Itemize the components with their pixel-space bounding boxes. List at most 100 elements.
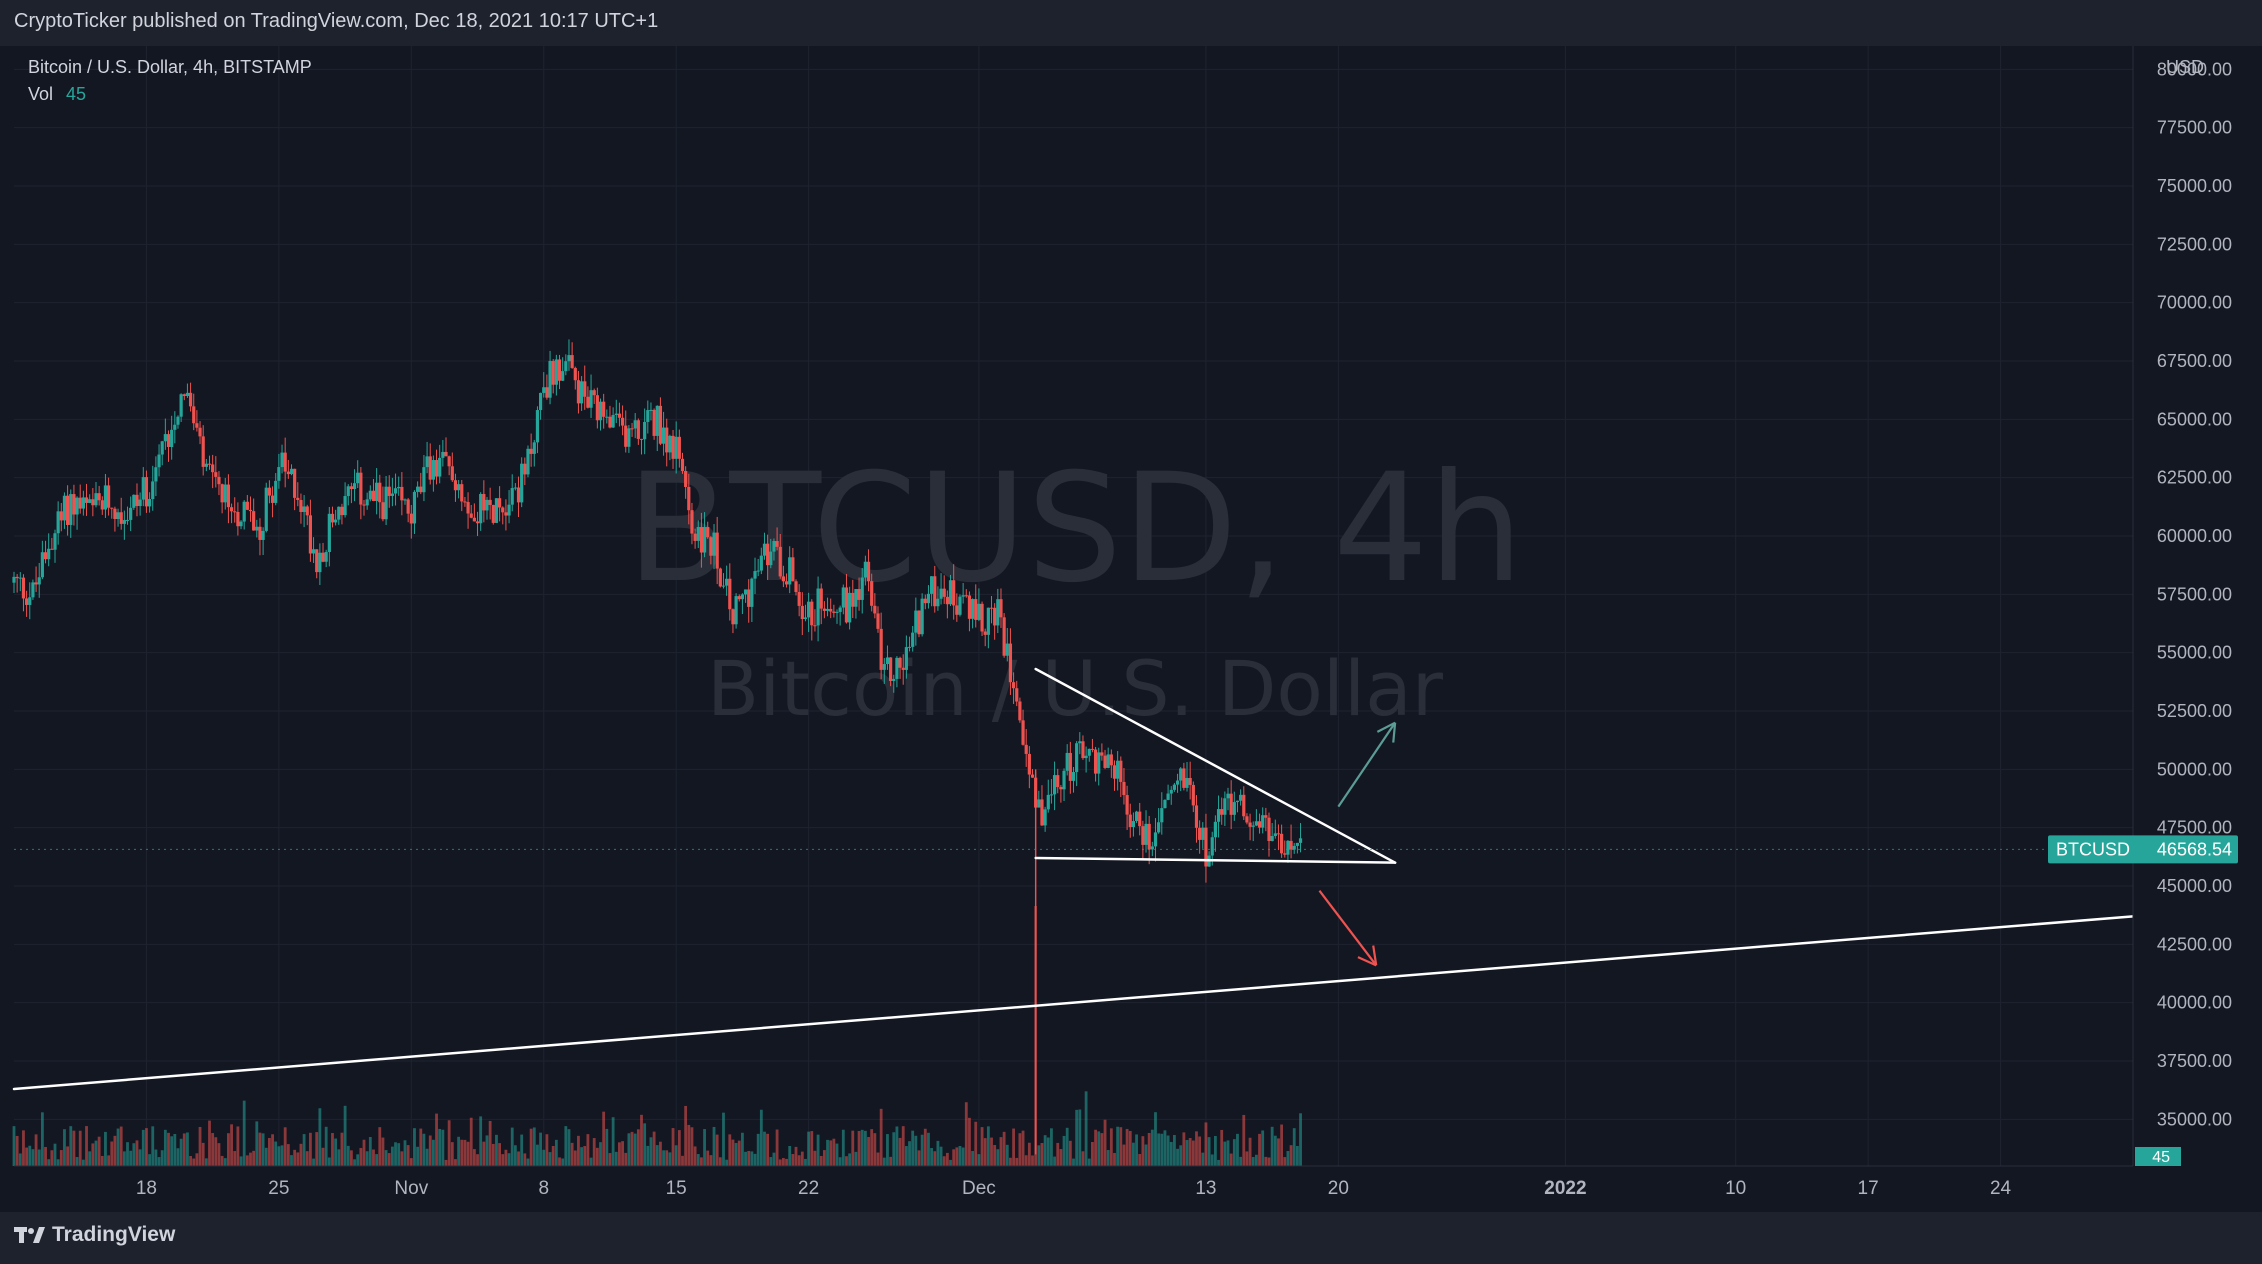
volume-bar [1031, 1155, 1034, 1166]
volume-bar [15, 1135, 19, 1166]
volume-bar [12, 1126, 16, 1166]
candle-body [766, 543, 770, 566]
candle-body [1267, 817, 1271, 841]
volume-bar [431, 1139, 435, 1166]
candle-body [866, 561, 871, 582]
candle-body [677, 436, 681, 459]
candle-body [40, 552, 44, 578]
candle-body [646, 410, 650, 422]
candle-body [188, 392, 193, 407]
volume-bar [1056, 1142, 1060, 1166]
price-tick-label: 45000.00 [2157, 876, 2232, 896]
candle-body [1103, 755, 1107, 768]
candle-body [1210, 837, 1214, 856]
candle-body [835, 611, 839, 613]
volume-bar [741, 1132, 744, 1166]
volume-bar [283, 1127, 287, 1166]
volume-bar [797, 1155, 801, 1166]
candle-body [557, 359, 562, 381]
candle-body [460, 484, 464, 502]
volume-bar [681, 1155, 684, 1166]
volume-bar [1201, 1152, 1205, 1166]
vol-legend-value: 45 [66, 84, 86, 104]
volume-bar [350, 1150, 353, 1166]
volume-bar [356, 1154, 360, 1166]
volume-bar [466, 1141, 470, 1166]
candle-body [829, 608, 833, 612]
candle-body [1235, 800, 1240, 803]
vol-legend-label[interactable]: Vol [28, 84, 53, 104]
candle-body [170, 429, 174, 448]
volume-bar [182, 1133, 186, 1166]
candle-body [340, 506, 344, 516]
volume-bar [671, 1128, 675, 1166]
candle-body [204, 463, 208, 467]
volume-bar [715, 1134, 719, 1166]
volume-bar [677, 1130, 681, 1166]
volume-bar [189, 1156, 192, 1166]
volume-bar [119, 1126, 123, 1166]
candle-body [1295, 842, 1299, 846]
candle-body [1005, 643, 1009, 656]
candle-body [106, 485, 111, 508]
candle-body [125, 519, 130, 521]
candle-body [1049, 794, 1054, 796]
volume-bar [536, 1144, 539, 1166]
volume-bar [889, 1156, 893, 1166]
watermark-name: Bitcoin / U.S. Dollar [707, 644, 1444, 733]
volume-bar [1173, 1135, 1176, 1166]
volume-bar [97, 1136, 101, 1166]
volume-bar [211, 1133, 215, 1166]
candle-body [586, 396, 590, 408]
drawings [12, 667, 2135, 1091]
candle-body [737, 596, 741, 600]
volume-bar [1160, 1133, 1164, 1166]
symbol-legend[interactable]: Bitcoin / U.S. Dollar, 4h, BITSTAMP [28, 57, 312, 77]
volume-bar [160, 1150, 164, 1166]
volume-bar [1059, 1149, 1063, 1166]
candle-body [343, 496, 347, 516]
volume-bar [876, 1152, 880, 1166]
volume-bar [145, 1128, 148, 1166]
candle-body [753, 571, 757, 579]
price-tick-label: 37500.00 [2157, 1051, 2232, 1071]
volume-bar [479, 1116, 483, 1166]
tradingview-logo[interactable]: TradingView [14, 1223, 175, 1247]
candle-body [671, 435, 675, 459]
candle-body [1052, 775, 1057, 795]
volume-bar [942, 1156, 946, 1166]
volume-bar [498, 1143, 502, 1166]
volume-bar [59, 1150, 63, 1166]
volume-bar [684, 1105, 688, 1166]
candle-body [775, 541, 779, 547]
volume-bar [1109, 1128, 1113, 1166]
candle-body [848, 592, 852, 623]
price-tick-label: 67500.00 [2157, 351, 2232, 371]
candle-body [1157, 822, 1161, 833]
candle-body [1153, 832, 1158, 847]
candle-body [1166, 793, 1170, 800]
volume-bar [728, 1134, 732, 1166]
volume-bar [586, 1134, 590, 1166]
volume-bar [1062, 1135, 1066, 1166]
volume-bar [854, 1151, 858, 1166]
candle-body [475, 521, 480, 524]
volume-bar [1179, 1145, 1183, 1166]
volume-bar [570, 1142, 574, 1166]
volume-bar [747, 1150, 751, 1166]
candle-body [132, 494, 136, 508]
currency-label[interactable]: USD [2166, 57, 2204, 77]
volume-bar [1135, 1134, 1138, 1166]
volume-bar [214, 1137, 218, 1166]
volume-bar [927, 1132, 930, 1166]
candle-body [1141, 826, 1145, 845]
candle-body [318, 552, 322, 573]
candle-body [1071, 772, 1076, 781]
time-axis: 18 25 Nov 8 15 22 Dec 13 20 2022 10 17 24 [136, 1178, 2012, 1199]
volume-bar [848, 1153, 852, 1166]
candle-body [964, 595, 968, 597]
volume-bar [293, 1149, 297, 1166]
candle-body [778, 546, 782, 577]
